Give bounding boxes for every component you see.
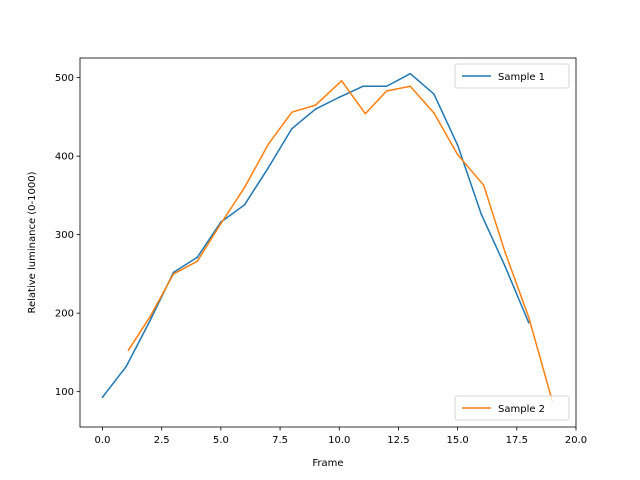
x-tick-label: 5.0 xyxy=(213,435,229,446)
x-axis-label: Frame xyxy=(312,458,343,469)
legend-1: Sample 1 xyxy=(454,63,570,89)
series-1-point xyxy=(456,144,459,146)
legend-2: Sample 2 xyxy=(454,395,570,421)
series-1-point xyxy=(125,365,127,368)
legend-box xyxy=(454,395,570,421)
series-2-point xyxy=(504,251,506,253)
series-2-point xyxy=(385,90,388,92)
series-1-point xyxy=(480,213,483,216)
x-tick-label: 7.5 xyxy=(272,435,288,446)
x-tick-label: 10.0 xyxy=(328,435,350,446)
y-tick-label: 400 xyxy=(55,152,74,163)
x-tick-label: 12.5 xyxy=(387,435,409,446)
legend-label: Sample 1 xyxy=(498,72,545,83)
series-1-point xyxy=(362,85,364,88)
series-2-point xyxy=(291,111,293,113)
series-2-point xyxy=(243,186,246,189)
series-2-point xyxy=(267,143,270,146)
y-tick-label: 300 xyxy=(55,230,74,241)
series-2-point xyxy=(482,184,485,186)
y-tick-label: 200 xyxy=(55,309,74,320)
x-tick-label: 0.0 xyxy=(95,435,111,446)
series-1-point xyxy=(149,320,151,322)
series-1-point xyxy=(527,321,530,324)
series-2-point xyxy=(340,79,343,82)
series-1-point xyxy=(243,204,246,206)
series-1-point xyxy=(433,93,435,95)
series-2-point xyxy=(220,222,222,225)
series-1-point xyxy=(504,265,506,267)
series-1-point xyxy=(196,256,198,259)
series-2-point xyxy=(456,153,459,156)
series-2-point xyxy=(149,316,151,318)
y-axis-label: Relative luminance (0-1000) xyxy=(27,171,38,313)
series-2-point xyxy=(314,104,317,106)
x-tick-label: 2.5 xyxy=(154,435,170,446)
series-1-point xyxy=(172,271,175,274)
y-tick-label: 100 xyxy=(55,387,74,398)
series-1-point xyxy=(385,85,388,88)
series-2-point xyxy=(127,349,130,351)
legend-layer: Sample 1 Sample 2 xyxy=(454,63,570,421)
x-tick-label: 20.0 xyxy=(565,435,587,446)
axes-frame xyxy=(79,57,577,428)
series-1-point xyxy=(338,96,341,99)
x-tick-label: 17.5 xyxy=(506,435,528,446)
series-1-point xyxy=(267,167,270,169)
series-layer xyxy=(101,72,554,403)
series-1-point xyxy=(314,108,317,110)
series-2-point xyxy=(409,85,412,88)
series-2-point xyxy=(433,112,435,114)
series-1-point xyxy=(101,396,104,398)
y-axis: 100 200 300 400 500 xyxy=(55,73,80,398)
series-2-point xyxy=(196,260,198,263)
y-tick-label: 500 xyxy=(55,73,74,84)
x-tick-label: 15.0 xyxy=(446,435,468,446)
plot-area xyxy=(80,58,576,427)
legend-label: Sample 2 xyxy=(498,404,545,415)
series-2-point xyxy=(364,112,367,115)
series-1-point xyxy=(291,127,293,130)
legend-box xyxy=(454,63,570,89)
series-1-point xyxy=(409,72,412,75)
x-axis: 0.0 2.5 5.0 7.5 10.0 12.5 15.0 17.5 20.0 xyxy=(95,427,587,446)
series-2-point xyxy=(527,316,530,318)
series-2-point xyxy=(172,273,175,275)
